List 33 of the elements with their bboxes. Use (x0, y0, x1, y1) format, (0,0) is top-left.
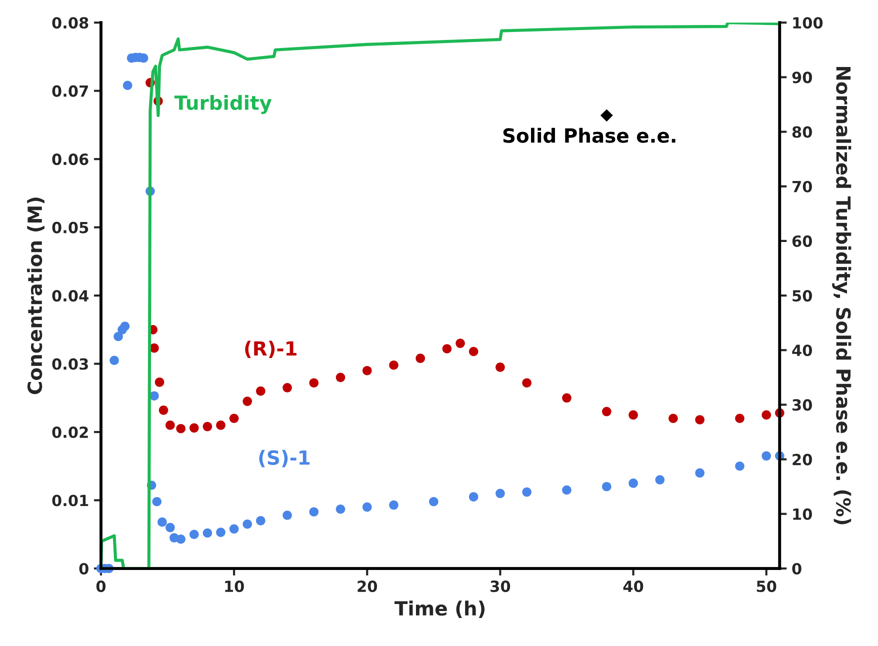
x-tick-label: 40 (623, 580, 644, 592)
y2-tick-label: 30 (792, 399, 812, 411)
y2-tick-label: 10 (793, 508, 812, 520)
y2-tick-label: 40 (792, 344, 812, 356)
y-tick-label: 0.08 (52, 17, 88, 29)
y2-tick-label: 60 (792, 235, 812, 247)
y2-tick-label: 20 (792, 454, 812, 466)
y-tick-label: 0.04 (52, 290, 88, 302)
y-tick-label: 0.03 (52, 358, 88, 370)
y-tick-label: 0.06 (52, 154, 88, 166)
y-tick-label: 0.02 (52, 426, 88, 438)
y2-tick-label: 0 (792, 562, 802, 574)
y-tick-label: 0.05 (52, 222, 88, 234)
x-tick-label: 50 (756, 580, 776, 592)
text: (S)-1 (259, 450, 310, 468)
x-tick-label: 20 (358, 580, 378, 592)
y2-tick-label: 80 (792, 126, 812, 138)
x-axis-title: Time (h) (394, 600, 485, 618)
y-tick-label: 0 (79, 562, 88, 574)
y2-tick-label: 70 (792, 180, 812, 192)
y-tick-label: 0.01 (52, 494, 88, 506)
y-tick-label: 0.07 (52, 85, 88, 97)
x-tick-label: 0 (96, 580, 106, 592)
series-label: (R)-1 (245, 340, 296, 358)
series-label: Solid Phase e.e. (503, 128, 676, 143)
y2-tick-label: 100 (793, 17, 823, 29)
x-tick-label: 10 (225, 580, 244, 592)
y-axis-title: Concentration (M) (27, 198, 44, 394)
series-label: Turbidity (174, 95, 272, 114)
y2-axis-title: Normalized Turbidity, Solid Phase e.e. (%) (832, 66, 852, 524)
x-tick-label: 30 (490, 580, 510, 592)
y2-tick-label: 90 (792, 72, 812, 84)
y2-tick-label: 50 (792, 290, 812, 302)
